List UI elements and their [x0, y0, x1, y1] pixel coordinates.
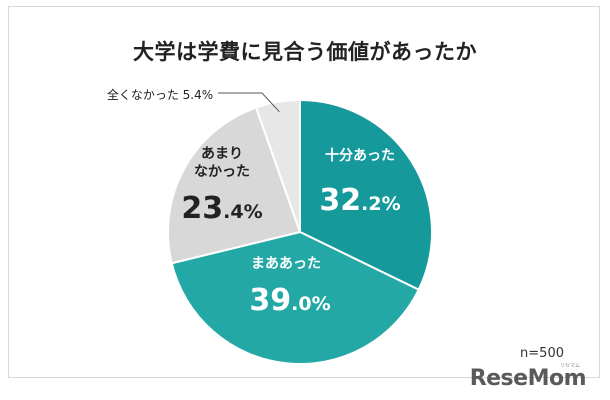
chart-title: 大学は学費に見合う価値があったか	[133, 40, 477, 64]
pie-slice-0	[299, 98, 433, 292]
pie-slice-1	[170, 230, 421, 365]
brand-kana: リセマム	[559, 363, 580, 369]
brand-logo: ReseMom	[469, 366, 587, 391]
pie-slices	[167, 98, 433, 365]
slice-value-0: 32.2%	[319, 183, 400, 218]
callout-leader-line	[218, 92, 280, 113]
slice-label-2-line-0: あまり	[201, 146, 243, 162]
sample-size: n=500	[520, 346, 564, 361]
pie-slice-2	[167, 106, 302, 265]
slice-label-1-line-0: まああった	[251, 256, 321, 272]
slice-label-3: 全くなかった 5.4%	[107, 87, 213, 102]
slice-label-2-line-1: なかった	[194, 164, 250, 180]
slice-value-2: 23.4%	[181, 191, 262, 226]
slice-label-0-line-0: 十分あった	[325, 147, 395, 164]
pie-slice-3	[254, 98, 301, 233]
slice-value-1: 39.0%	[249, 283, 330, 318]
